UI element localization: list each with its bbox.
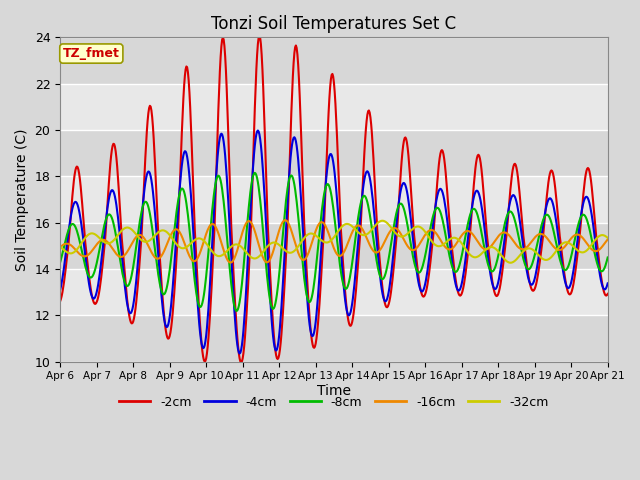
- Text: TZ_fmet: TZ_fmet: [63, 47, 120, 60]
- Bar: [60, 315, 608, 361]
- Bar: [60, 37, 608, 84]
- Bar: [60, 223, 608, 269]
- Y-axis label: Soil Temperature (C): Soil Temperature (C): [15, 128, 29, 271]
- X-axis label: Time: Time: [317, 384, 351, 398]
- Legend: -2cm, -4cm, -8cm, -16cm, -32cm: -2cm, -4cm, -8cm, -16cm, -32cm: [114, 391, 554, 414]
- Title: Tonzi Soil Temperatures Set C: Tonzi Soil Temperatures Set C: [211, 15, 456, 33]
- Bar: [60, 130, 608, 176]
